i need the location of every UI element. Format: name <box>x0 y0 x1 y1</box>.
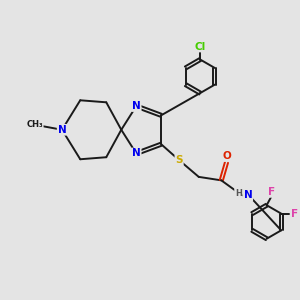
Text: N: N <box>132 148 141 158</box>
Text: F: F <box>292 208 298 219</box>
Text: S: S <box>175 155 183 165</box>
Text: N: N <box>132 101 141 111</box>
Text: O: O <box>222 151 231 161</box>
Text: H: H <box>235 189 242 198</box>
Text: CH₃: CH₃ <box>26 120 43 129</box>
Text: F: F <box>268 187 275 197</box>
Text: N: N <box>244 190 252 200</box>
Text: N: N <box>58 125 66 135</box>
Text: Cl: Cl <box>195 41 206 52</box>
